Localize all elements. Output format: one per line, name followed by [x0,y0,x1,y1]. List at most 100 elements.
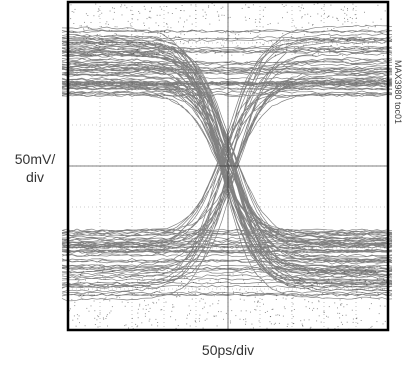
noise-dot [147,51,149,53]
noise-dot [113,7,115,9]
noise-dot [356,289,358,291]
noise-dot [82,298,84,300]
noise-dot [186,48,188,50]
noise-dot [112,35,114,37]
noise-dot [315,281,317,283]
noise-dot [85,279,86,281]
noise-dot [236,38,238,40]
noise-dot [122,48,124,50]
noise-dot [199,320,200,322]
noise-dot [179,285,181,287]
noise-dot [142,55,144,57]
noise-dot [319,291,321,293]
noise-dot [305,306,307,308]
noise-dot [173,306,175,308]
noise-dot [218,311,219,313]
noise-dot [175,319,177,321]
noise-dot [155,318,157,320]
noise-dot [75,325,77,327]
noise-dot [250,311,251,313]
noise-dot [190,309,192,311]
noise-dot [217,41,219,43]
noise-dot [309,307,310,309]
noise-dot [131,18,133,20]
noise-dot [145,308,147,310]
noise-dot [320,321,322,323]
noise-dot [360,36,362,38]
noise-dot [204,302,206,304]
noise-dot [287,284,288,286]
noise-dot [109,10,111,12]
noise-dot [228,35,230,37]
noise-dot [377,49,379,51]
noise-dot [141,278,143,280]
noise-dot [216,50,218,52]
noise-dot [83,38,85,40]
noise-dot [290,36,292,38]
noise-dot [244,16,246,18]
noise-dot [384,305,386,307]
noise-dot [262,292,264,294]
noise-dot [275,52,277,53]
noise-dot [312,55,313,56]
noise-dot [181,55,183,57]
noise-dot [339,312,341,314]
noise-dot [337,48,339,50]
noise-dot [88,35,90,37]
noise-dot [73,315,75,317]
noise-dot [308,49,310,51]
noise-dot [157,322,159,323]
noise-dot [299,280,300,282]
noise-dot [286,295,288,297]
noise-dot [233,291,234,293]
noise-dot [156,14,158,16]
noise-dot [238,34,240,36]
noise-dot [211,3,213,4]
noise-dot [167,12,169,14]
noise-dot [84,21,85,23]
noise-dot [218,16,220,17]
noise-dot [292,297,294,299]
noise-dot [188,291,190,293]
noise-dot [223,291,225,293]
noise-dot [204,11,206,13]
noise-dot [194,30,196,32]
noise-dot [381,281,383,283]
y-axis-label-line1: 50mV/ [14,151,56,167]
noise-dot [137,19,139,21]
noise-dot [252,38,254,40]
noise-dot [142,33,144,35]
noise-dot [217,37,219,39]
noise-dot [119,286,121,288]
noise-dot [85,13,87,15]
noise-dot [218,300,220,302]
noise-dot [295,27,297,29]
noise-dot [297,282,299,284]
noise-dot [173,275,175,277]
noise-dot [143,22,145,24]
noise-dot [179,296,181,297]
noise-dot [235,315,237,317]
noise-dot [301,17,303,19]
noise-dot [189,325,191,327]
noise-dot [86,25,88,27]
noise-dot [85,42,87,44]
noise-dot [205,14,207,16]
noise-dot [280,275,282,277]
noise-dot [230,322,231,324]
noise-dot [352,7,354,9]
noise-dot [74,301,76,303]
noise-dot [252,4,254,6]
noise-dot [218,14,220,16]
noise-dot [256,42,258,43]
noise-dot [374,292,376,294]
noise-dot [367,27,369,29]
noise-dot [288,39,290,41]
noise-dot [345,295,347,297]
noise-dot [79,25,81,27]
noise-dot [344,6,345,8]
noise-dot [328,15,330,17]
noise-dot [230,299,232,301]
noise-dot [357,322,359,324]
noise-dot [336,44,338,46]
